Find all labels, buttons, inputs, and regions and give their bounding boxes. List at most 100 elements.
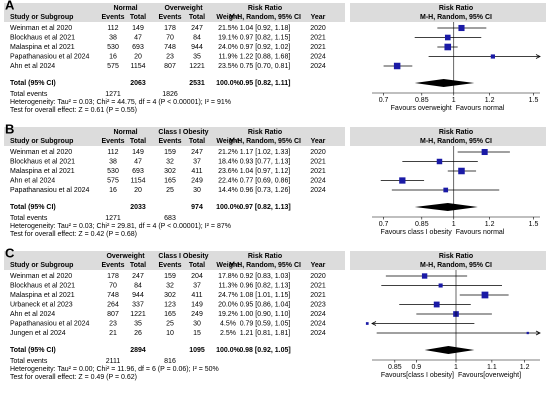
risk-ratio: 0.95 [0.82, 1.11] (240, 80, 291, 87)
study-point (444, 43, 452, 51)
favours-left: Favours[class I obesity] (381, 372, 454, 379)
study-point (490, 54, 495, 59)
study-name: Blockhaus et al 2021 (10, 34, 75, 41)
total: 2063 (130, 80, 146, 87)
risk-ratio: 0.97 [0.82, 1.15] (240, 34, 291, 41)
study-header: Study or Subgroup (10, 262, 73, 269)
heterogeneity: Heterogeneity: Tau² = 0.00; Chi² = 11.96… (10, 366, 219, 373)
year-header: Year (311, 138, 326, 145)
total: 1154 (130, 177, 145, 184)
events: 159 (164, 273, 176, 280)
total: 693 (132, 168, 144, 175)
events: 530 (107, 168, 119, 175)
weight: 22.4% (218, 177, 238, 184)
weight: 24.7% (218, 292, 238, 299)
weight-header: Weight (216, 14, 240, 21)
year: 2021 (310, 282, 326, 289)
total: 411 (191, 168, 202, 175)
study-name: Weinman et al 2020 (10, 25, 72, 32)
events: 70 (109, 282, 117, 289)
total: 35 (134, 320, 142, 327)
method-header: M-H, Random, 95% CI (229, 14, 301, 21)
total: 149 (132, 25, 144, 32)
events: 25 (166, 187, 174, 194)
weight: 20.0% (218, 301, 238, 308)
ci-arrow (535, 330, 541, 336)
favours-left: Favours overweight (391, 105, 452, 112)
weight: 21.5% (218, 25, 238, 32)
total-events-label: Total events (10, 215, 48, 222)
weight: 23.6% (218, 168, 238, 175)
year-header: Year (311, 14, 326, 21)
total-header: Total (130, 14, 146, 21)
total: 1095 (189, 347, 205, 354)
events-header: Events (102, 138, 125, 145)
events: 1271 (105, 91, 121, 98)
x-tick-label: 1 (452, 97, 456, 104)
study-point (444, 34, 451, 41)
total: 20 (134, 53, 142, 60)
x-tick-label: 0.7 (379, 221, 389, 228)
events: 807 (164, 63, 176, 70)
study-name: Malaspina et al 2021 (10, 292, 75, 299)
study-point (458, 24, 465, 32)
risk-ratio: 0.77 [0.69, 0.86] (240, 177, 291, 184)
study-point (481, 291, 489, 299)
group1-header: Overweight (106, 253, 145, 260)
events-header: Events (102, 262, 125, 269)
risk-ratio: 0.97 [0.82, 1.13] (239, 204, 290, 211)
events: 25 (166, 320, 174, 327)
year-header: Year (311, 262, 326, 269)
events: 1271 (105, 215, 121, 222)
plot-effect-header: Risk Ratio (439, 129, 473, 136)
study-name: Blockhaus et al 2021 (10, 158, 75, 165)
risk-ratio: 0.92 [0.83, 1.03] (240, 273, 291, 280)
total-header: Total (130, 138, 146, 145)
total: 944 (132, 292, 144, 299)
risk-ratio: 1.00 [0.90, 1.10] (240, 311, 291, 318)
heterogeneity: Heterogeneity: Tau² = 0.03; Chi² = 44.75… (10, 99, 231, 106)
study-point (365, 322, 369, 325)
plot-effect-header: Risk Ratio (439, 5, 473, 12)
total: 974 (191, 204, 203, 211)
year: 2024 (310, 187, 326, 194)
total: 1221 (130, 311, 146, 318)
risk-ratio: 0.96 [0.73, 1.26] (240, 187, 291, 194)
panel-label: A (5, 0, 15, 12)
study-point (421, 273, 428, 279)
overall-effect: Test for overall effect: Z = 0.49 (P = 0… (10, 374, 137, 381)
study-name: Papathanasiou et al 2024 (10, 320, 90, 327)
weight: 100.0% (216, 347, 241, 354)
risk-ratio: 0.93 [0.77, 1.13] (240, 158, 291, 165)
header-band (4, 127, 345, 146)
events: 1826 (162, 91, 178, 98)
events: 530 (107, 44, 119, 51)
total-events-label: Total events (10, 358, 48, 365)
x-tick-label: 0.85 (415, 97, 429, 104)
study-name: Jungen et al 2024 (10, 330, 66, 337)
year: 2024 (310, 311, 326, 318)
risk-ratio: 0.96 [0.82, 1.13] (240, 282, 291, 289)
year: 2024 (310, 53, 326, 60)
events: 159 (164, 149, 176, 156)
year: 2024 (310, 63, 326, 70)
method-header: M-H, Random, 95% CI (229, 138, 301, 145)
ci-arrow (535, 54, 541, 59)
total: 30 (193, 187, 201, 194)
total: 693 (132, 44, 144, 51)
study-name: Urbaneck et al 2023 (10, 301, 73, 308)
total: 1221 (189, 63, 205, 70)
total: 944 (191, 44, 203, 51)
total: 26 (134, 330, 142, 337)
ci-arrow (371, 321, 377, 326)
group2-header: Class I Obesity (158, 129, 208, 136)
weight: 100.0% (216, 80, 241, 87)
events-header: Events (159, 14, 182, 21)
events: 32 (166, 158, 174, 165)
weight-header: Weight (216, 138, 240, 145)
favours-right: Favours[overweight] (458, 372, 521, 379)
header-band (4, 251, 345, 270)
pooled-diamond (414, 203, 478, 211)
year: 2024 (310, 320, 326, 327)
